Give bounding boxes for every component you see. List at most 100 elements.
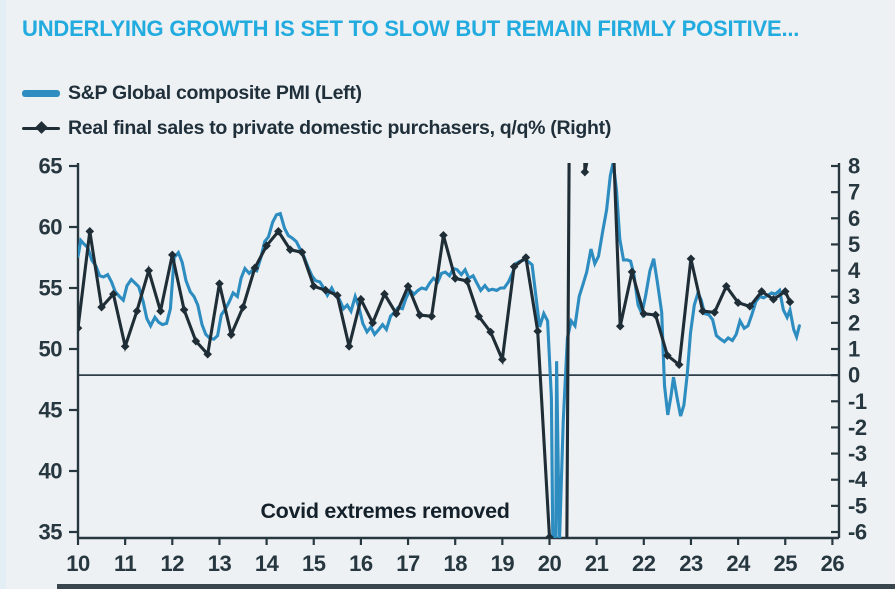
sales-diamond-marker — [285, 245, 295, 254]
series-pmi-line — [78, 163, 801, 538]
legend-item-sales: Real final sales to private domestic pur… — [22, 111, 611, 146]
x-axis-tick-label: 14 — [255, 551, 280, 576]
sales-diamond-marker — [592, 109, 601, 118]
sales-diamond-marker — [179, 305, 189, 315]
right-axis-tick-label: -2 — [848, 415, 867, 440]
sales-diamond-marker — [250, 263, 260, 273]
x-axis-tick-label: 21 — [585, 551, 609, 576]
sales-diamond-marker — [321, 285, 330, 295]
sales-diamond-marker — [368, 318, 377, 328]
sales-diamond-marker — [674, 360, 684, 369]
left-axis-tick-label: 35 — [39, 520, 63, 545]
x-axis-tick-label: 15 — [302, 551, 326, 576]
right-axis-tick-label: 1 — [848, 337, 860, 362]
sales-diamond-marker — [609, 136, 618, 145]
legend-label-pmi: S&P Global composite PMI (Left) — [68, 82, 362, 104]
sales-diamond-marker — [733, 298, 743, 308]
sales-diamond-marker — [391, 309, 401, 319]
sales-diamond-marker — [474, 312, 484, 321]
chart-title: UNDERLYING GROWTH IS SET TO SLOW BUT REM… — [22, 16, 800, 41]
sales-diamond-marker — [415, 310, 425, 320]
x-axis-tick-label: 11 — [114, 551, 137, 576]
right-axis-tick-label: 2 — [848, 310, 860, 335]
right-axis-tick-label: 8 — [848, 154, 860, 179]
pmi-line-swatch-icon — [22, 90, 60, 97]
x-axis-tick-label: 23 — [679, 551, 703, 576]
sales-diamond-marker — [191, 336, 201, 346]
sales-diamond-marker — [109, 289, 118, 299]
x-axis-tick-label: 26 — [821, 551, 845, 576]
sales-diamond-marker — [509, 262, 519, 271]
sales-diamond-marker — [757, 287, 766, 296]
sales-diamond-marker — [97, 302, 106, 312]
sales-diamond-marker — [769, 295, 778, 304]
chart-legend: S&P Global composite PMI (Left) Real fin… — [22, 76, 611, 146]
right-axis-tick-label: -3 — [848, 441, 867, 466]
right-axis-tick-label: 5 — [848, 232, 860, 257]
x-axis-tick-label: 24 — [726, 551, 751, 576]
sales-diamond-marker — [215, 279, 224, 288]
x-axis-tick-label: 16 — [349, 551, 373, 576]
sales-diamond-marker — [344, 342, 354, 351]
sales-diamond-marker — [462, 276, 472, 286]
left-axis-tick-label: 65 — [39, 154, 63, 179]
sales-diamond-marker — [545, 532, 554, 538]
sales-diamond-marker — [450, 274, 460, 283]
sales-diamond-marker — [533, 326, 543, 336]
sales-line-diamond-swatch-icon — [22, 121, 60, 135]
right-axis-tick-label: -6 — [848, 520, 867, 545]
sales-diamond-marker — [403, 281, 413, 291]
right-axis-tick-label: -4 — [848, 467, 868, 492]
right-axis-tick-label: -5 — [848, 493, 867, 518]
right-axis-tick-label: 4 — [848, 258, 861, 283]
right-axis-tick-label: 0 — [848, 363, 860, 388]
x-axis-tick-label: 20 — [538, 551, 562, 576]
x-axis-tick-label: 22 — [632, 551, 656, 576]
sales-diamond-marker — [663, 351, 672, 360]
sales-diamond-marker — [309, 281, 319, 291]
covid-annotation: Covid extremes removed — [260, 499, 509, 523]
sales-diamond-marker — [627, 267, 637, 277]
legend-label-sales: Real final sales to private domestic pur… — [68, 117, 612, 139]
sales-diamond-marker — [486, 327, 495, 337]
sales-diamond-marker — [427, 312, 436, 321]
right-axis-tick-label: 6 — [848, 206, 860, 231]
left-axis-tick-label: 45 — [39, 398, 63, 423]
sales-diamond-marker — [651, 310, 660, 320]
sales-diamond-marker — [297, 247, 307, 257]
sales-diamond-marker — [85, 227, 95, 236]
sales-diamond-marker — [780, 287, 790, 296]
sales-diamond-marker — [710, 308, 719, 317]
right-axis-tick-label: 7 — [848, 180, 860, 205]
sales-diamond-marker — [785, 297, 795, 307]
sales-diamond-marker — [120, 342, 130, 351]
left-axis-tick-label: 60 — [39, 215, 63, 240]
page-left-edge — [0, 0, 6, 589]
sales-diamond-marker — [262, 241, 271, 251]
sales-diamond-marker — [274, 227, 283, 236]
sales-diamond-marker — [380, 289, 389, 299]
sales-diamond-marker — [639, 309, 649, 319]
sales-diamond-marker — [78, 323, 83, 333]
sales-diamond-marker — [226, 330, 236, 339]
sales-diamond-marker — [521, 253, 531, 262]
sales-diamond-marker — [686, 254, 696, 264]
sales-diamond-marker — [439, 230, 448, 240]
sales-diamond-marker — [168, 250, 177, 260]
sales-diamond-marker — [498, 355, 507, 364]
x-axis-tick-label: 10 — [66, 551, 90, 576]
left-axis-tick-label: 50 — [39, 337, 63, 362]
sales-diamond-marker — [745, 302, 755, 311]
x-axis-tick-label: 19 — [491, 551, 515, 576]
sales-diamond-marker — [356, 295, 366, 304]
x-axis-tick-label: 13 — [208, 551, 232, 576]
left-axis-tick-label: 55 — [39, 276, 63, 301]
x-axis-tick-label: 17 — [396, 551, 420, 576]
sales-diamond-marker — [238, 302, 248, 312]
right-axis-tick-label: 3 — [848, 284, 860, 309]
x-axis-tick-label: 18 — [443, 551, 467, 576]
bottom-edge-bar — [57, 584, 895, 589]
sales-diamond-marker — [203, 349, 212, 359]
left-axis-tick-label: 40 — [39, 459, 63, 484]
